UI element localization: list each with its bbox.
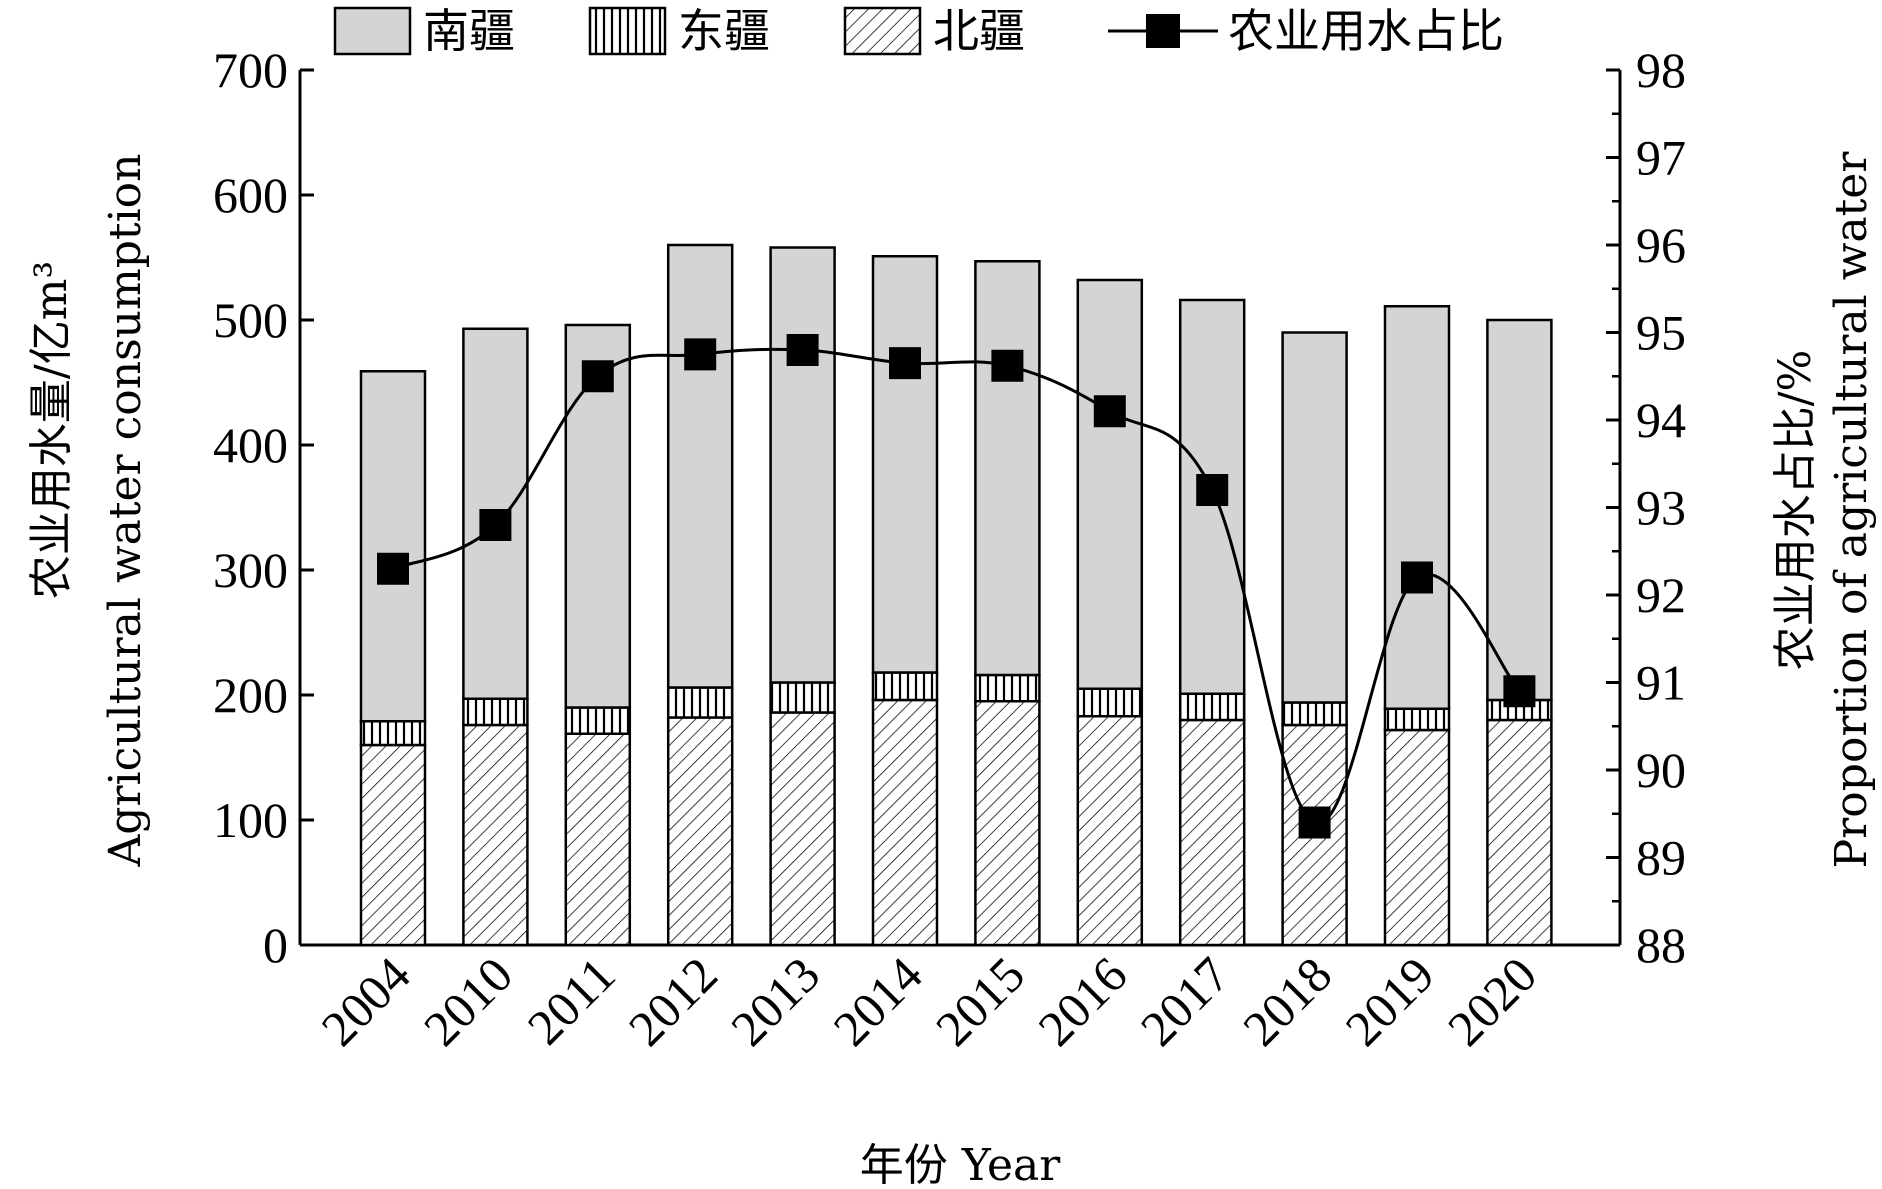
x-tick-label: 2004: [310, 946, 420, 1056]
bar-south-2018: [1281, 331, 1348, 704]
left-tick-label: 700: [213, 42, 288, 98]
left-axis-title-line-1: Agricultural water consumption: [100, 154, 151, 868]
x-tick-label: 2010: [413, 946, 523, 1056]
bar-east-2016: [1076, 687, 1144, 718]
ratio-marker-2015: [991, 349, 1024, 382]
bar-south-2013: [769, 246, 836, 684]
bar-east-2011: [564, 706, 632, 735]
x-tick-label: 2020: [1437, 946, 1547, 1056]
left-tick-label: 100: [213, 792, 288, 848]
bar-north-2014: [871, 698, 939, 947]
bar-north-2012: [666, 716, 734, 947]
bar-east-2014: [871, 671, 939, 702]
x-axis-ticks: 2004201020112012201320142015201620172018…: [310, 946, 1547, 1056]
ratio-marker-2004: [377, 552, 409, 585]
ratio-marker-2016: [1093, 395, 1126, 428]
bar-south-2015: [974, 260, 1041, 677]
bar-north-2004: [359, 743, 427, 947]
bar-south-2004: [359, 370, 427, 723]
legend-marker-sample: [1146, 14, 1180, 48]
bar-south-2012: [666, 243, 734, 689]
ratio-line: [392, 347, 1521, 825]
left-tick-label: 300: [213, 542, 288, 598]
left-axis-ticks: 0 100 200 300 400 500 600 700: [213, 42, 314, 973]
bar-south-2014: [871, 255, 939, 674]
right-tick-label: 89: [1636, 830, 1686, 886]
x-tick-label: 2014: [822, 946, 932, 1056]
bar-east-2004: [359, 720, 427, 747]
ratio-marker-2017: [1196, 474, 1229, 506]
right-tick-label: 95: [1636, 305, 1686, 361]
legend-label-north: 北疆: [933, 4, 1025, 58]
x-tick-label: 2012: [618, 946, 728, 1056]
bar-north-2016: [1076, 715, 1144, 947]
x-tick-label: 2016: [1027, 946, 1137, 1056]
left-tick-label: 400: [213, 417, 288, 473]
ratio-marker-2012: [684, 338, 717, 371]
bar-north-2020: [1486, 718, 1553, 947]
bar-south-2020: [1486, 318, 1553, 702]
x-tick-label: 2018: [1232, 946, 1342, 1056]
bar-east-2010: [462, 697, 529, 727]
ratio-marker-2018: [1298, 806, 1331, 839]
bar-east-2019: [1383, 707, 1451, 732]
bar-east-2013: [769, 681, 836, 714]
right-axis-title-line-2: Proportion of agricultural water: [1826, 151, 1877, 869]
ratio-marker-2010: [479, 509, 512, 541]
legend-swatch-north: [843, 6, 922, 56]
bar-north-2017: [1178, 718, 1246, 947]
x-tick-label: 2011: [517, 946, 626, 1055]
left-tick-label: 200: [213, 667, 288, 723]
bar-north-2010: [462, 723, 529, 947]
bar-north-2019: [1383, 728, 1451, 947]
right-tick-label: 97: [1636, 130, 1686, 186]
ratio-marker-2013: [786, 334, 819, 366]
left-axis-title-line-2: 农业用水量/亿m³: [26, 261, 77, 599]
bar-north-2013: [769, 711, 836, 947]
right-axis-title-line-1: 农业用水占比/%: [1770, 350, 1821, 671]
legend-label-south: 南疆: [423, 4, 515, 58]
legend-label-east: 东疆: [678, 4, 770, 58]
left-tick-label: 0: [263, 917, 288, 973]
ratio-marker-2014: [889, 347, 921, 380]
bars: [359, 243, 1553, 947]
bar-south-2016: [1076, 278, 1144, 690]
right-tick-label: 88: [1636, 917, 1686, 973]
ratio-marker-2020: [1503, 675, 1536, 708]
bar-east-2012: [666, 686, 734, 719]
ratio-marker-2019: [1401, 561, 1433, 594]
legend-label-ratio: 农业用水占比: [1228, 4, 1504, 58]
bar-north-2011: [564, 732, 632, 947]
x-tick-label: 2017: [1130, 946, 1240, 1056]
bar-east-2015: [974, 673, 1041, 703]
x-tick-label: 2015: [925, 946, 1035, 1056]
legend-swatch-south: [333, 6, 412, 56]
right-axis-title: 农业用水占比/% Proportion of agricultural wate…: [1770, 151, 1877, 869]
ratio-marker-2011: [581, 360, 614, 393]
right-tick-label: 96: [1636, 217, 1686, 273]
right-tick-label: 90: [1636, 742, 1686, 798]
right-axis-ticks: 88 89 90 91 92 93 94 95 96 97 98: [1606, 42, 1686, 973]
right-tick-label: 91: [1636, 655, 1686, 711]
bar-east-2017: [1178, 692, 1246, 722]
bar-east-2018: [1281, 701, 1348, 727]
left-tick-label: 600: [213, 167, 288, 223]
x-tick-label: 2019: [1334, 946, 1444, 1056]
legend-swatch-east: [588, 6, 667, 56]
right-tick-label: 98: [1636, 42, 1686, 98]
x-axis-title: 年份 Year: [860, 1140, 1061, 1189]
right-tick-label: 93: [1636, 480, 1686, 536]
right-tick-label: 94: [1636, 392, 1686, 448]
right-tick-label: 92: [1636, 567, 1686, 623]
bar-south-2019: [1383, 305, 1451, 710]
x-tick-label: 2013: [720, 946, 830, 1056]
bar-north-2015: [974, 700, 1041, 947]
left-axis-title: Agricultural water consumption 农业用水量/亿m³: [26, 154, 151, 868]
left-tick-label: 500: [213, 292, 288, 348]
ratio-line-series: [377, 334, 1536, 839]
legend: 南疆 东疆 北疆 农业用水占比: [333, 4, 1504, 58]
